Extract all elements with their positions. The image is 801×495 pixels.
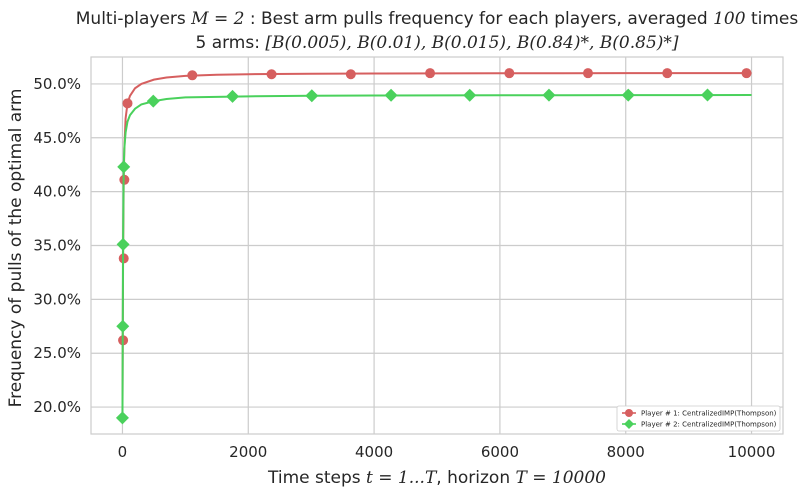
y-tick-label: 35.0% bbox=[33, 237, 81, 255]
data-point bbox=[662, 68, 673, 79]
data-point bbox=[582, 68, 593, 79]
data-point bbox=[425, 68, 436, 79]
y-axis-label: Frequency of pulls of the optimal arm bbox=[6, 89, 26, 408]
data-point bbox=[226, 89, 240, 103]
y-tick-label: 50.0% bbox=[33, 75, 81, 93]
y-axis: 20.0% 25.0% 30.0% 35.0% 40.0% 45.0% 50.0% bbox=[33, 75, 81, 416]
data-point bbox=[146, 94, 160, 108]
data-point bbox=[463, 88, 477, 102]
x-tick-label: 4000 bbox=[355, 443, 393, 461]
legend-label: Player # 2: CentralizedIMP(Thompson) bbox=[641, 421, 777, 429]
data-point bbox=[187, 70, 198, 81]
x-axis: 0 2000 4000 6000 8000 10000 bbox=[118, 443, 776, 461]
data-point bbox=[266, 69, 277, 80]
data-point bbox=[542, 88, 556, 102]
series-line bbox=[121, 94, 752, 418]
y-tick-label: 20.0% bbox=[33, 398, 81, 416]
data-point bbox=[116, 319, 130, 333]
data-point bbox=[116, 237, 130, 251]
data-point bbox=[701, 88, 715, 102]
x-tick-label: 0 bbox=[118, 443, 128, 461]
series-2 bbox=[115, 88, 752, 425]
data-point bbox=[345, 69, 356, 80]
y-tick-label: 30.0% bbox=[33, 290, 81, 308]
legend-label: Player # 1: CentralizedIMP(Thompson) bbox=[641, 410, 777, 418]
x-tick-label: 8000 bbox=[607, 443, 645, 461]
data-point bbox=[122, 98, 133, 109]
chart-title-line2: 5 arms: [B(0.005), B(0.01), B(0.015), B(… bbox=[195, 33, 678, 53]
legend-marker bbox=[625, 409, 633, 417]
y-tick-label: 25.0% bbox=[33, 344, 81, 362]
x-tick-label: 10000 bbox=[728, 443, 776, 461]
data-point bbox=[741, 68, 752, 79]
series-layer bbox=[115, 68, 752, 425]
x-axis-label: Time steps t = 1...T, horizon T = 10000 bbox=[267, 468, 606, 488]
data-point bbox=[621, 88, 635, 102]
x-tick-label: 6000 bbox=[481, 443, 519, 461]
data-point bbox=[384, 88, 398, 102]
y-tick-label: 45.0% bbox=[33, 129, 81, 147]
data-point bbox=[305, 89, 319, 103]
data-point bbox=[504, 68, 515, 79]
chart-title-line1: Multi-players M = 2 : Best arm pulls fre… bbox=[76, 9, 799, 29]
x-tick-label: 2000 bbox=[229, 443, 267, 461]
chart-title: Multi-players M = 2 : Best arm pulls fre… bbox=[76, 9, 799, 53]
legend-marker bbox=[624, 419, 634, 429]
data-point bbox=[115, 411, 129, 425]
y-tick-label: 40.0% bbox=[33, 183, 81, 201]
data-point bbox=[117, 160, 131, 174]
legend-box bbox=[616, 405, 781, 432]
legend: Player # 1: CentralizedIMP(Thompson) Play… bbox=[616, 405, 781, 432]
